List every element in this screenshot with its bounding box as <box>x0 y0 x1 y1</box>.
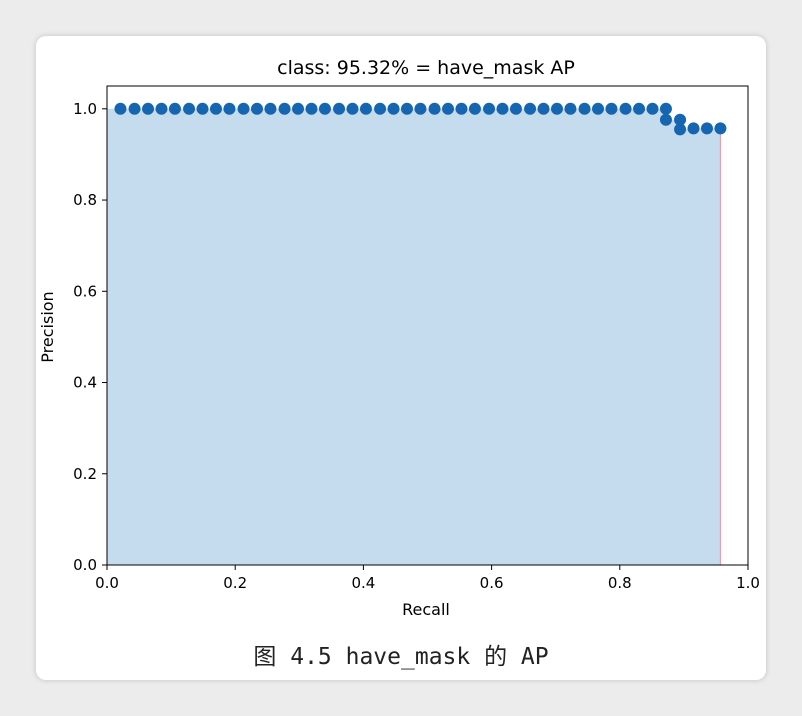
data-point <box>209 102 222 115</box>
data-point <box>183 102 196 115</box>
data-point <box>442 102 455 115</box>
data-point <box>687 122 700 135</box>
data-point <box>700 122 713 135</box>
data-point <box>550 102 563 115</box>
x-axis-ticks: 0.0 0.2 0.4 0.6 0.8 1.0 <box>95 565 760 592</box>
pr-area <box>107 108 721 566</box>
data-point <box>196 102 209 115</box>
data-point <box>318 102 331 115</box>
data-point <box>496 102 509 115</box>
data-point <box>264 102 277 115</box>
data-point <box>305 102 318 115</box>
data-point <box>646 102 659 115</box>
data-point <box>674 123 687 136</box>
y-tick-label: 0.8 <box>73 191 97 209</box>
y-tick-label: 0.0 <box>73 556 97 574</box>
data-point <box>414 102 427 115</box>
x-tick-label: 0.8 <box>608 574 632 592</box>
data-point <box>659 113 672 126</box>
y-tick-label: 1.0 <box>73 100 97 118</box>
data-point <box>142 102 155 115</box>
y-tick: 0.8 <box>73 191 107 209</box>
y-axis-label: Precision <box>38 291 57 362</box>
data-point <box>633 102 646 115</box>
data-point <box>674 113 687 126</box>
y-tick: 0.0 <box>73 556 107 574</box>
x-tick-label: 1.0 <box>736 574 760 592</box>
data-point <box>223 102 236 115</box>
data-point <box>387 102 400 115</box>
x-tick-label: 0.2 <box>223 574 247 592</box>
y-tick-label: 0.6 <box>73 282 97 300</box>
y-tick: 1.0 <box>73 100 107 118</box>
x-tick: 1.0 <box>736 565 760 592</box>
data-point <box>537 102 550 115</box>
x-tick-label: 0.4 <box>351 574 375 592</box>
x-tick: 0.0 <box>95 565 119 592</box>
data-point <box>333 102 346 115</box>
y-tick: 0.4 <box>73 374 107 392</box>
x-tick: 0.2 <box>223 565 247 592</box>
plot-area <box>106 85 749 566</box>
x-axis-label: Recall <box>402 600 450 619</box>
data-point <box>619 102 632 115</box>
y-tick: 0.2 <box>73 465 107 483</box>
y-axis-ticks: 0.0 0.2 0.4 0.6 0.8 1.0 <box>73 100 107 574</box>
chart-title: class: 95.32% = have_mask AP <box>277 57 575 79</box>
data-point <box>428 102 441 115</box>
data-point <box>237 102 250 115</box>
data-point <box>455 102 468 115</box>
data-point <box>250 102 263 115</box>
data-point <box>659 102 672 115</box>
data-point <box>468 102 481 115</box>
data-point <box>374 102 387 115</box>
x-tick: 0.8 <box>608 565 632 592</box>
data-point <box>564 102 577 115</box>
y-tick-label: 0.4 <box>73 374 97 392</box>
data-point <box>359 102 372 115</box>
x-tick: 0.4 <box>351 565 375 592</box>
data-point <box>714 122 727 135</box>
data-point <box>168 102 181 115</box>
data-point <box>292 102 305 115</box>
data-point <box>400 102 413 115</box>
y-tick: 0.6 <box>73 282 107 300</box>
data-point <box>605 102 618 115</box>
x-tick-label: 0.0 <box>95 574 119 592</box>
data-point <box>346 102 359 115</box>
data-point <box>128 102 141 115</box>
data-point <box>578 102 591 115</box>
x-tick-label: 0.6 <box>480 574 504 592</box>
data-point <box>524 102 537 115</box>
plot-frame <box>106 85 749 566</box>
data-point <box>483 102 496 115</box>
data-point <box>278 102 291 115</box>
data-point <box>114 102 127 115</box>
data-point <box>592 102 605 115</box>
x-tick: 0.6 <box>480 565 504 592</box>
figure-caption: 图 4.5 have_mask 的 AP <box>253 644 549 670</box>
data-point <box>155 102 168 115</box>
data-point <box>509 102 522 115</box>
y-tick-label: 0.2 <box>73 465 97 483</box>
